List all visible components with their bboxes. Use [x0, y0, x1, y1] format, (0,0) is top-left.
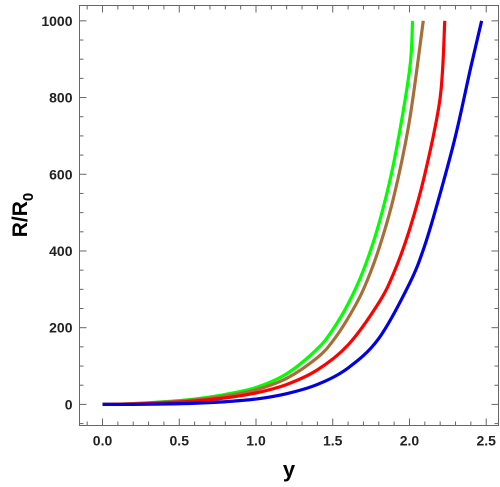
x-axis-title: y	[283, 457, 296, 482]
x-tick-label: 1.0	[246, 433, 266, 449]
labels-layer: 0.0 0.5 1.0 1.5 2.0 2.5 0 200 400 600 800 1000	[41, 13, 496, 449]
y-axis-title-subscript: 0	[20, 193, 37, 201]
y-tick-label: 800	[49, 90, 73, 106]
y-tick-label: 1000	[41, 13, 72, 29]
x-tick-label: 2.5	[476, 433, 496, 449]
x-tick-label: 0.0	[93, 433, 113, 449]
plot-frame	[79, 5, 499, 426]
y-axis-title: R/R0	[9, 193, 37, 238]
x-tick-label: 0.5	[170, 433, 190, 449]
y-tick-label: 600	[49, 166, 73, 182]
y-tick-label: 400	[49, 243, 73, 259]
ticks-layer	[79, 5, 499, 426]
y-tick-label: 200	[49, 320, 73, 336]
x-tick-label: 1.5	[323, 433, 343, 449]
series-line-2	[102, 20, 425, 406]
x-tick-label: 2.0	[400, 433, 420, 449]
series-line-3	[102, 20, 447, 406]
y-axis-title-base: R/R	[9, 201, 32, 237]
series-line-4	[102, 20, 484, 407]
series-layer	[102, 20, 484, 407]
series-line-1	[102, 20, 415, 406]
y-tick-label: 0	[65, 396, 73, 412]
